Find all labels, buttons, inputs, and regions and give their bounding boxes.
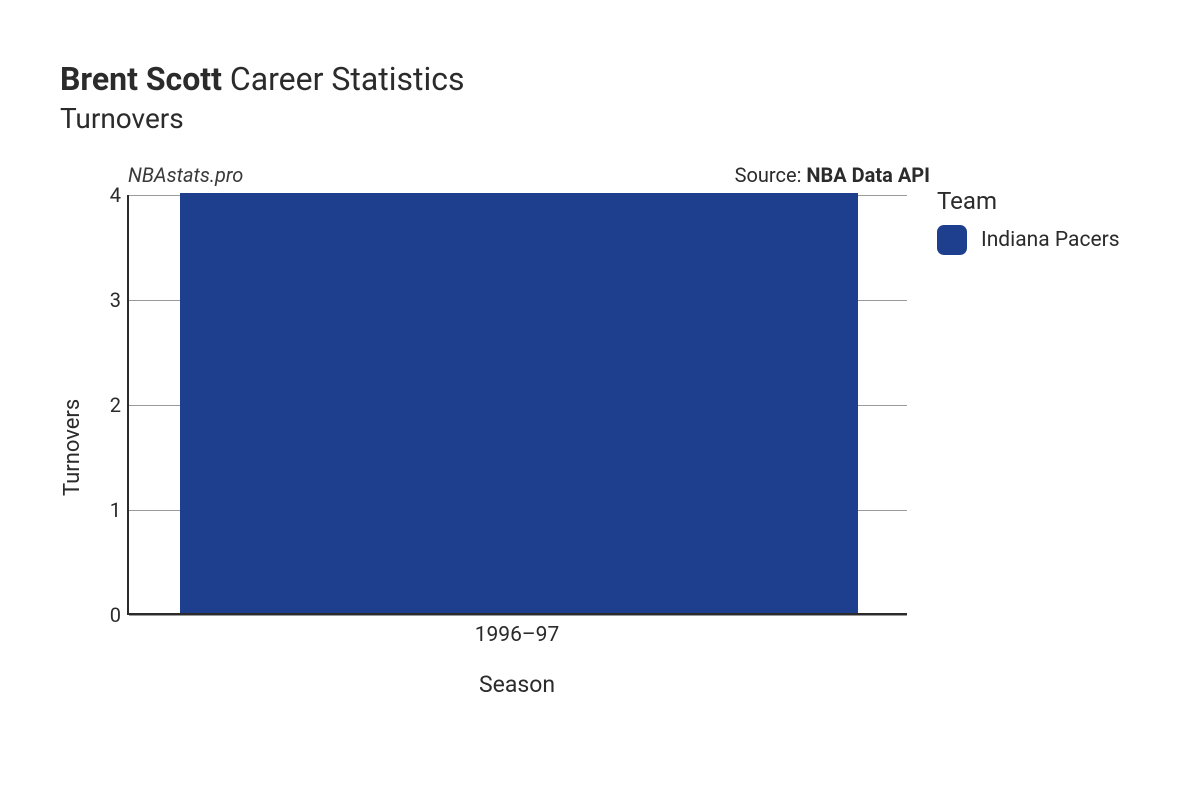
gridline (129, 615, 907, 616)
title-suffix: Career Statistics (230, 60, 465, 98)
y-tick-label: 1 (110, 498, 121, 522)
title-player-name: Brent Scott (60, 60, 222, 98)
chart-meta-row: NBAstats.pro Source: NBA Data API (110, 163, 930, 189)
legend-item: Indiana Pacers (937, 225, 1120, 255)
source-label: Source: (735, 163, 807, 187)
y-axis-label: Turnovers (60, 237, 85, 657)
legend-swatch (937, 225, 967, 255)
y-axis-ticks: 01234 (97, 195, 127, 615)
bar (180, 193, 859, 613)
x-axis-label: Season (127, 671, 907, 698)
plot-wrap: 01234 1996–97 Season (97, 195, 907, 698)
site-credit: NBAstats.pro (128, 163, 243, 187)
plot-area (127, 195, 907, 615)
y-tick-label: 0 (110, 603, 121, 627)
x-tick-label: 1996–97 (475, 623, 560, 647)
x-axis-ticks: 1996–97 (127, 623, 907, 653)
chart-title: Brent Scott Career Statistics (60, 60, 1160, 98)
legend-title: Team (937, 187, 1120, 215)
legend-item-label: Indiana Pacers (981, 228, 1120, 252)
y-tick-label: 4 (110, 183, 121, 207)
chart-body: Turnovers 01234 1996–97 Season Team Indi… (60, 195, 1160, 698)
y-tick-label: 2 (110, 393, 121, 417)
legend-items: Indiana Pacers (937, 225, 1120, 255)
y-tick-label: 3 (110, 288, 121, 312)
chart-subtitle: Turnovers (60, 102, 1160, 135)
plot-and-ticks: 01234 (97, 195, 907, 615)
legend: Team Indiana Pacers (937, 187, 1120, 255)
chart-container: Brent Scott Career Statistics Turnovers … (0, 0, 1200, 800)
source-name: NBA Data API (806, 163, 930, 187)
source-credit: Source: NBA Data API (735, 163, 930, 187)
